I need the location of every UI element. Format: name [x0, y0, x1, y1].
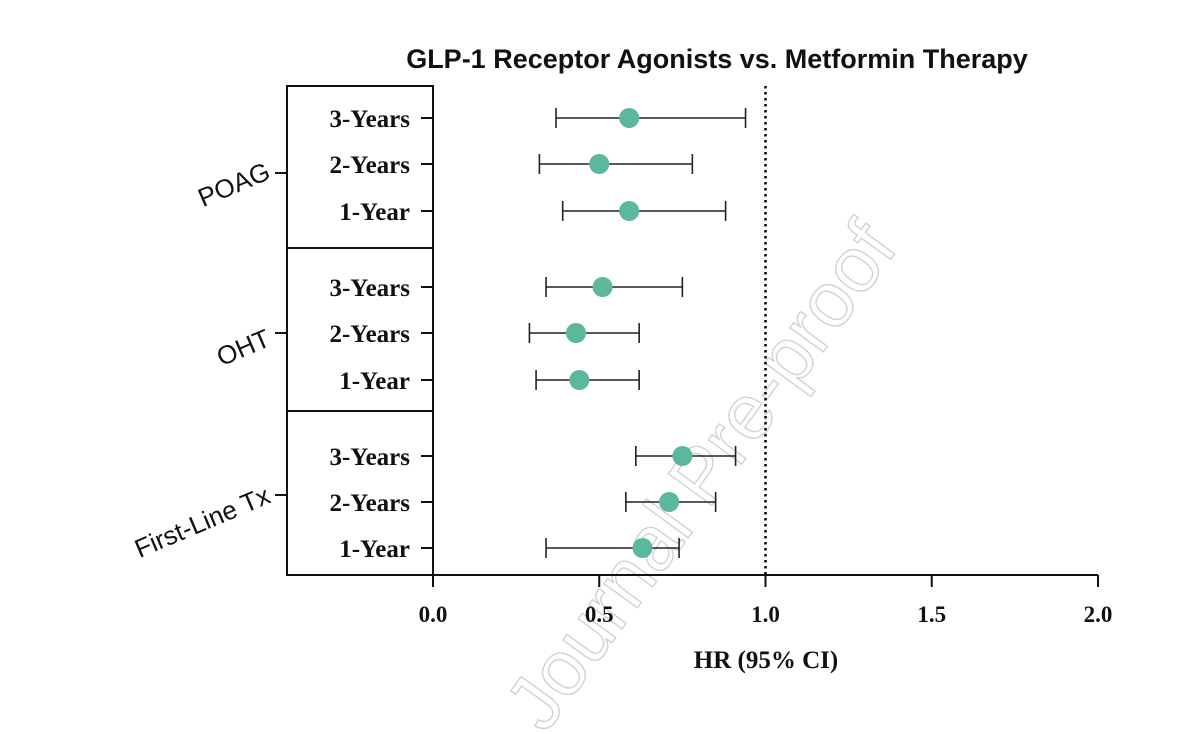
group-box — [286, 85, 434, 576]
x-tick-label: 0.0 — [419, 602, 448, 627]
x-tick-label: 0.5 — [585, 602, 614, 627]
hr-point — [592, 277, 613, 297]
hr-point — [569, 370, 590, 390]
x-tick-label: 1.5 — [917, 602, 946, 627]
row-label: 3-Years — [329, 275, 410, 302]
group-label: POAG — [193, 156, 274, 213]
row-label: 1-Year — [339, 536, 410, 563]
row-label: 2-Years — [329, 152, 410, 179]
hr-point — [659, 492, 680, 512]
row-label: 2-Years — [329, 490, 410, 517]
hr-point — [589, 154, 610, 174]
row-label: 2-Years — [329, 321, 410, 348]
row-label: 1-Year — [339, 368, 410, 395]
hr-point — [565, 323, 586, 343]
row-label: 1-Year — [339, 199, 410, 226]
group-label: OHT — [212, 323, 274, 372]
x-tick-label: 1.0 — [751, 602, 780, 627]
hr-point — [632, 538, 653, 558]
hr-point — [672, 446, 693, 466]
row-label: 3-Years — [329, 444, 410, 471]
hr-point — [619, 108, 640, 128]
row-label: 3-Years — [329, 106, 410, 133]
x-tick-label: 2.0 — [1084, 602, 1113, 627]
chart-title: GLP-1 Receptor Agonists vs. Metformin Th… — [406, 44, 1028, 74]
x-axis-label: HR (95% CI) — [694, 647, 838, 674]
group-label: First-Line Tx — [130, 480, 274, 564]
hr-point — [619, 201, 640, 221]
